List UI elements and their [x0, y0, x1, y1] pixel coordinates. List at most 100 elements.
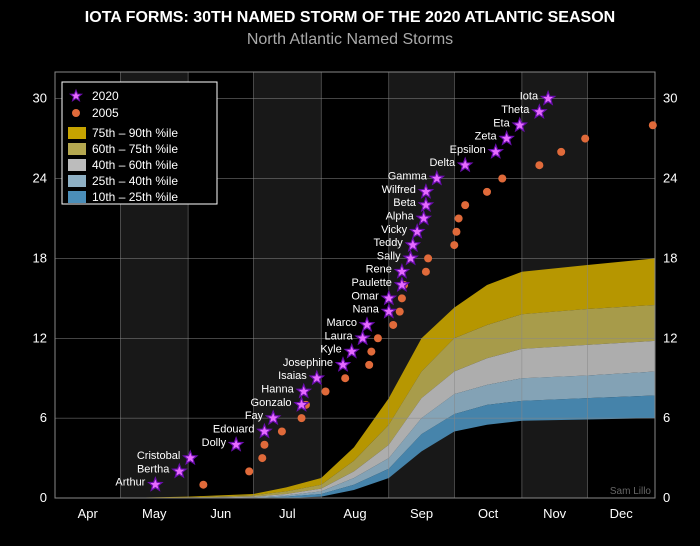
- storm-label: Zeta: [475, 131, 498, 143]
- storm-label: Beta: [393, 197, 417, 209]
- legend-label: 75th – 90th %ile: [92, 126, 178, 140]
- y-tick-right: 6: [663, 410, 670, 425]
- y-tick-left: 6: [40, 410, 47, 425]
- storm-label: Sally: [377, 250, 401, 262]
- storm-label: Iota: [520, 91, 539, 103]
- point-2005: [278, 427, 286, 435]
- legend-swatch: [68, 191, 86, 203]
- point-2005: [581, 135, 589, 143]
- y-tick-left: 30: [33, 91, 47, 106]
- point-2020: [459, 158, 472, 171]
- point-2005: [260, 441, 268, 449]
- storm-label: Isaias: [278, 370, 307, 382]
- point-2005: [258, 454, 266, 462]
- storm-label: Vicky: [381, 224, 408, 236]
- y-tick-left: 12: [33, 330, 47, 345]
- point-2005: [422, 268, 430, 276]
- point-2005: [322, 388, 330, 396]
- point-2005: [365, 361, 373, 369]
- chart-title: IOTA FORMS: 30TH NAMED STORM OF THE 2020…: [85, 9, 615, 26]
- legend-label: 60th – 75th %ile: [92, 142, 178, 156]
- legend-label: 2005: [92, 106, 119, 120]
- storm-label: Cristobal: [137, 450, 180, 462]
- x-tick: Dec: [610, 506, 634, 521]
- point-2005: [396, 308, 404, 316]
- storm-label: Rene: [366, 264, 392, 276]
- storm-label: Dolly: [202, 437, 227, 449]
- point-2020: [229, 438, 242, 451]
- storm-label: Arthur: [115, 477, 145, 489]
- y-tick-right: 30: [663, 91, 677, 106]
- legend-swatch: [68, 143, 86, 155]
- point-2005: [452, 228, 460, 236]
- y-tick-right: 0: [663, 490, 670, 505]
- x-tick: Apr: [78, 506, 99, 521]
- legend-label: 40th – 60th %ile: [92, 158, 178, 172]
- x-tick: Jun: [210, 506, 231, 521]
- point-2005: [450, 241, 458, 249]
- point-2020: [489, 145, 502, 158]
- point-2020: [360, 318, 373, 331]
- point-2020: [336, 358, 349, 371]
- point-2005: [424, 254, 432, 262]
- x-tick: Jul: [279, 506, 296, 521]
- storm-label: Alpha: [386, 210, 415, 222]
- storm-label: Wilfred: [382, 184, 416, 196]
- storm-label: Epsilon: [450, 144, 486, 156]
- point-2005: [455, 214, 463, 222]
- x-tick: Oct: [478, 506, 499, 521]
- x-tick: Sep: [410, 506, 433, 521]
- x-tick: May: [142, 506, 167, 521]
- storm-label: Omar: [351, 290, 379, 302]
- legend-marker-2005: [72, 109, 80, 117]
- legend-label: 10th – 25th %ile: [92, 190, 178, 204]
- legend-swatch: [68, 159, 86, 171]
- point-2020: [356, 331, 369, 344]
- point-2020: [500, 132, 513, 145]
- storm-label: Gonzalo: [251, 397, 292, 409]
- storm-label: Hanna: [261, 384, 294, 396]
- y-tick-right: 24: [663, 171, 677, 186]
- storm-label: Eta: [493, 117, 510, 129]
- storm-label: Fay: [245, 410, 264, 422]
- storm-label: Theta: [501, 104, 530, 116]
- storm-label: Laura: [324, 330, 353, 342]
- point-2005: [298, 414, 306, 422]
- storm-label: Delta: [429, 157, 456, 169]
- x-tick: Nov: [543, 506, 567, 521]
- point-2005: [245, 467, 253, 475]
- point-2005: [461, 201, 469, 209]
- point-2005: [199, 481, 207, 489]
- point-2005: [483, 188, 491, 196]
- y-tick-left: 0: [40, 490, 47, 505]
- storm-label: Bertha: [137, 463, 170, 475]
- point-2005: [398, 294, 406, 302]
- storm-label: Paulette: [352, 277, 392, 289]
- y-tick-right: 12: [663, 330, 677, 345]
- storm-label: Nana: [353, 304, 380, 316]
- storm-label: Edouard: [213, 423, 255, 435]
- point-2005: [557, 148, 565, 156]
- y-tick-left: 24: [33, 171, 47, 186]
- point-2005: [341, 374, 349, 382]
- legend-swatch: [68, 175, 86, 187]
- legend-label: 25th – 40th %ile: [92, 174, 178, 188]
- y-tick-right: 18: [663, 250, 677, 265]
- storm-label: Teddy: [373, 237, 403, 249]
- x-tick: Aug: [343, 506, 366, 521]
- point-2005: [374, 334, 382, 342]
- point-2005: [535, 161, 543, 169]
- legend-swatch: [68, 127, 86, 139]
- storm-label: Gamma: [388, 171, 428, 183]
- point-2005: [389, 321, 397, 329]
- storm-label: Marco: [326, 317, 357, 329]
- credit: Sam Lillo: [610, 486, 652, 497]
- point-2005: [367, 348, 375, 356]
- storm-label: Josephine: [283, 357, 333, 369]
- point-2020: [345, 345, 358, 358]
- point-2005: [649, 121, 657, 129]
- chart-subtitle: North Atlantic Named Storms: [247, 31, 453, 48]
- legend-label: 2020: [92, 89, 119, 103]
- point-2005: [498, 175, 506, 183]
- storm-label: Kyle: [320, 344, 341, 356]
